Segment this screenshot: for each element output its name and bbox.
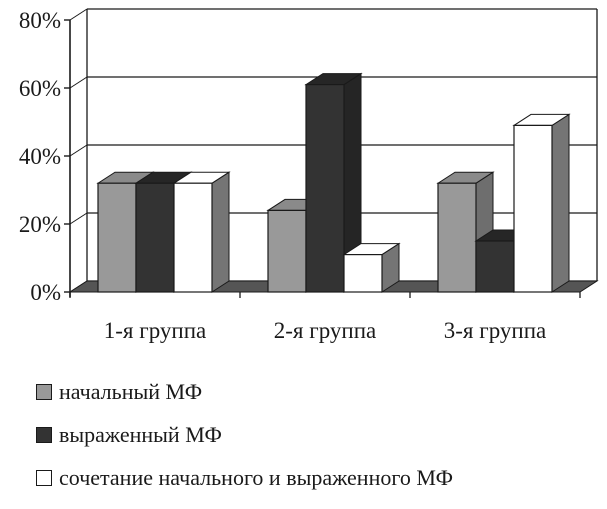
y-tick-label: 20% [19,212,61,237]
x-category-label: 1-я группа [104,318,206,343]
side-wall-tick [69,76,88,89]
legend: начальный МФ выраженный МФ сочетание начал… [36,380,453,509]
legend-swatch [36,427,52,443]
y-tick-label: 40% [19,144,61,169]
y-tick-label: 60% [19,76,61,101]
x-category-label: 2-я группа [274,318,376,343]
bar [512,113,571,293]
y-tick-labels: 0% 20% 40% 60% 80% [19,8,61,305]
y-axis [64,19,581,298]
legend-label: выраженный МФ [59,422,222,447]
legend-swatch [36,470,52,486]
side-wall-tick [69,144,88,157]
bar-chart: 0% 20% 40% 60% 80% 1-я группа 2-я группа 3-я г… [19,8,599,343]
x-category-labels: 1-я группа 2-я группа 3-я группа [104,318,546,343]
bar [304,72,363,293]
legend-item: сочетание начального и выраженного МФ [36,466,453,490]
x-category-label: 3-я группа [444,318,546,343]
legend-label: сочетание начального и выраженного МФ [59,465,453,490]
side-wall-tick [69,8,88,21]
y-tick-label: 0% [30,280,61,305]
side-wall-tick [69,212,88,225]
legend-swatch [36,384,52,400]
legend-item: выраженный МФ [36,423,453,447]
legend-label: начальный МФ [59,379,203,404]
bar [342,242,401,293]
bars [96,72,571,293]
bar [172,171,231,293]
bar [436,171,495,293]
legend-item: начальный МФ [36,380,453,404]
y-tick-label: 80% [19,8,61,33]
